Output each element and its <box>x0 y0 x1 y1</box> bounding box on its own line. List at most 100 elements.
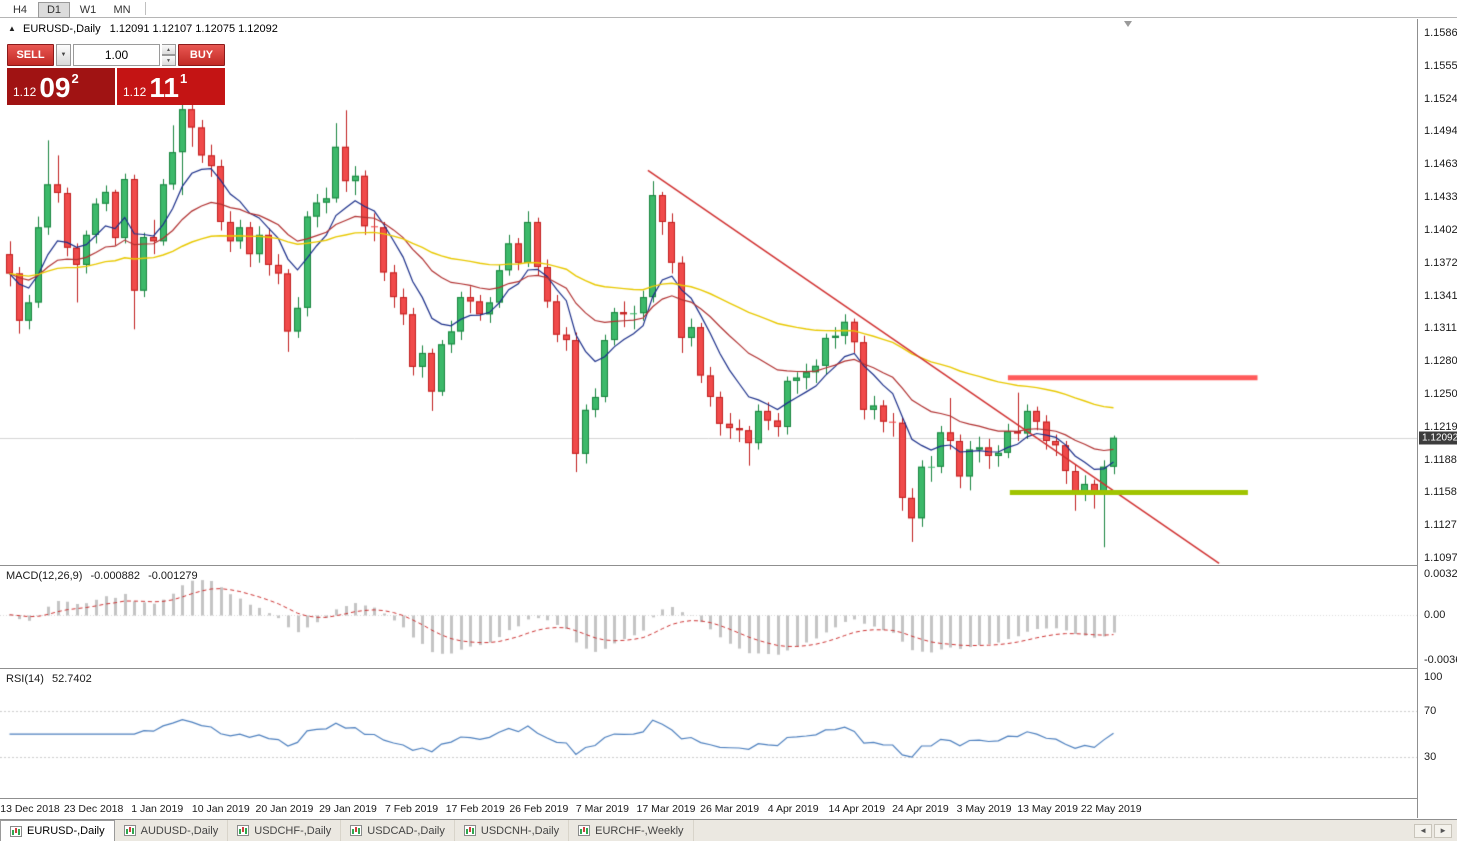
bid-price-pipette: 2 <box>71 71 79 86</box>
tab-scroll-left-button[interactable]: ◄ <box>1414 823 1433 838</box>
chart-header: ▲ EURUSD-,Daily 1.12091 1.12107 1.12075 … <box>8 23 278 35</box>
rsi-dateaxis-separator <box>0 798 1457 799</box>
toolbar-separator <box>145 2 146 15</box>
ask-price-display[interactable]: 1.12 11 1 <box>117 68 225 105</box>
date-axis-label: 20 Jan 2019 <box>255 803 314 815</box>
macd-title: MACD(12,26,9) <box>6 570 83 582</box>
date-axis-label: 14 Apr 2019 <box>828 803 886 815</box>
one-click-trading-panel: SELL ▼ ▲ ▼ BUY 1.12 09 2 1.12 11 1 <box>7 44 225 105</box>
date-axis-label: 7 Feb 2019 <box>385 803 439 815</box>
price-axis-label: 1.15550 <box>1424 59 1457 72</box>
chart-tab-label: EURCHF-,Weekly <box>595 824 684 837</box>
date-axis-label: 17 Mar 2019 <box>636 803 696 815</box>
rsi-axis-label: 100 <box>1424 671 1443 683</box>
collapse-triangle-icon[interactable]: ▲ <box>8 24 16 33</box>
chart-tab-icon <box>237 825 250 836</box>
price-macd-separator[interactable] <box>0 565 1457 566</box>
chart-tab-icon <box>463 825 476 836</box>
price-axis-label: 1.14635 <box>1424 158 1457 171</box>
timeframe-button-d1[interactable]: D1 <box>38 1 70 18</box>
price-axis-label: 1.11275 <box>1424 519 1457 532</box>
macd-header: MACD(12,26,9) -0.000882 -0.001279 <box>6 570 203 582</box>
price-axis-label: 1.12805 <box>1424 355 1457 368</box>
chart-ohlc-values: 1.12091 1.12107 1.12075 1.12092 <box>109 23 278 35</box>
ask-price-pipette: 1 <box>179 71 188 86</box>
price-axis-label: 1.12500 <box>1424 387 1457 400</box>
chart-tab-eurchf-weekly[interactable]: EURCHF-,Weekly <box>569 820 694 841</box>
chart-symbol-title: EURUSD-,Daily <box>22 23 101 35</box>
price-axis-label: 1.12195 <box>1424 420 1457 433</box>
chart-tab-eurusd-daily[interactable]: EURUSD-,Daily <box>0 820 115 841</box>
macd-axis-label: 0.00 <box>1424 608 1446 621</box>
price-axis-label: 1.13720 <box>1424 256 1457 269</box>
date-axis-label: 29 Jan 2019 <box>319 803 377 815</box>
macd-rsi-separator[interactable] <box>0 668 1457 669</box>
price-axis-label: 1.14025 <box>1424 223 1457 236</box>
chart-tab-icon <box>578 825 591 836</box>
timeframe-toolbar: H4 D1 W1 MN <box>0 0 1457 18</box>
buy-button[interactable]: BUY <box>178 44 225 66</box>
chart-tab-bar: EURUSD-,Daily AUDUSD-,Daily USDCHF-,Daily U… <box>0 819 1457 841</box>
price-axis-label: 1.11885 <box>1424 453 1457 466</box>
chart-tab-icon <box>123 825 136 836</box>
date-axis-label: 26 Feb 2019 <box>509 803 569 815</box>
date-axis-label: 26 Mar 2019 <box>700 803 760 815</box>
macd-value-signal: -0.001279 <box>148 570 198 582</box>
price-axis-border <box>1417 19 1418 818</box>
ask-price-prefix: 1.12 <box>123 85 147 99</box>
date-axis-label: 22 May 2019 <box>1080 803 1142 815</box>
volume-input[interactable] <box>73 44 160 66</box>
rsi-title: RSI(14) <box>6 673 44 685</box>
chart-tab-usdchf-daily[interactable]: USDCHF-,Daily <box>228 820 342 841</box>
price-axis-label: 1.15245 <box>1424 92 1457 105</box>
chart-tab-label: EURUSD-,Daily <box>27 825 105 837</box>
timeframe-buttons: H4 D1 W1 MN <box>3 0 139 18</box>
chart-tab-label: USDCNH-,Daily <box>480 824 560 837</box>
rsi-indicator-canvas[interactable] <box>0 669 1417 798</box>
price-axis-label: 1.13110 <box>1424 322 1457 335</box>
bid-price-big-digits: 09 <box>39 72 71 104</box>
volume-spin-down-button[interactable]: ▼ <box>162 55 176 66</box>
price-axis-label: 1.14940 <box>1424 125 1457 138</box>
macd-axis-label: -0.00365 <box>1424 654 1457 666</box>
ask-price-big-digits: 11 <box>149 72 179 104</box>
price-axis-label: 1.14330 <box>1424 191 1457 204</box>
timeframe-button-mn[interactable]: MN <box>113 3 131 16</box>
volume-spinner: ▲ ▼ <box>162 44 176 66</box>
tab-scroll-right-button[interactable]: ► <box>1434 823 1452 838</box>
chart-tab-usdcnh-daily[interactable]: USDCNH-,Daily <box>455 820 570 841</box>
timeframe-button-h4[interactable]: H4 <box>12 3 28 16</box>
bid-price-prefix: 1.12 <box>13 85 37 99</box>
price-axis[interactable]: 1.12092 1.15860 1.15550 1.15245 1.14940 1.14… <box>1418 19 1457 818</box>
rsi-header: RSI(14) 52.7402 <box>6 673 97 685</box>
price-axis-label: 1.11580 <box>1424 486 1457 499</box>
chart-shift-marker-icon[interactable] <box>1124 21 1132 27</box>
chart-tab-audusd-daily[interactable]: AUDUSD-,Daily <box>115 820 229 841</box>
date-axis-label: 13 Dec 2018 <box>0 803 60 815</box>
macd-value-main: -0.000882 <box>90 570 141 582</box>
macd-axis-label: 0.003287 <box>1424 568 1457 580</box>
chart-tab-icon <box>350 825 363 836</box>
date-axis-label: 10 Jan 2019 <box>191 803 250 815</box>
rsi-axis-label: 30 <box>1424 751 1437 763</box>
price-axis-label: 1.15860 <box>1424 27 1457 39</box>
macd-indicator-canvas[interactable] <box>0 566 1417 668</box>
date-axis-label: 17 Feb 2019 <box>445 803 505 815</box>
date-axis[interactable]: 13 Dec 2018 23 Dec 2018 1 Jan 2019 10 Jan 2… <box>0 799 1417 819</box>
rsi-value: 52.7402 <box>51 673 92 685</box>
chart-tab-label: USDCAD-,Daily <box>367 824 445 837</box>
volume-dropdown-button[interactable]: ▼ <box>56 44 71 66</box>
date-axis-label: 13 May 2019 <box>1017 803 1078 815</box>
price-chart-canvas[interactable] <box>0 19 1417 565</box>
bid-price-display[interactable]: 1.12 09 2 <box>7 68 115 105</box>
date-axis-label: 24 Apr 2019 <box>892 803 949 815</box>
rsi-axis-label: 70 <box>1424 705 1437 718</box>
volume-spin-up-button[interactable]: ▲ <box>162 44 176 55</box>
chart-tab-usdcad-daily[interactable]: USDCAD-,Daily <box>341 820 455 841</box>
chart-tab-icon <box>10 825 22 837</box>
tab-scroll-arrows: ◄ ► <box>1414 820 1457 841</box>
timeframe-button-w1[interactable]: W1 <box>79 3 97 16</box>
sell-button[interactable]: SELL <box>7 44 54 66</box>
